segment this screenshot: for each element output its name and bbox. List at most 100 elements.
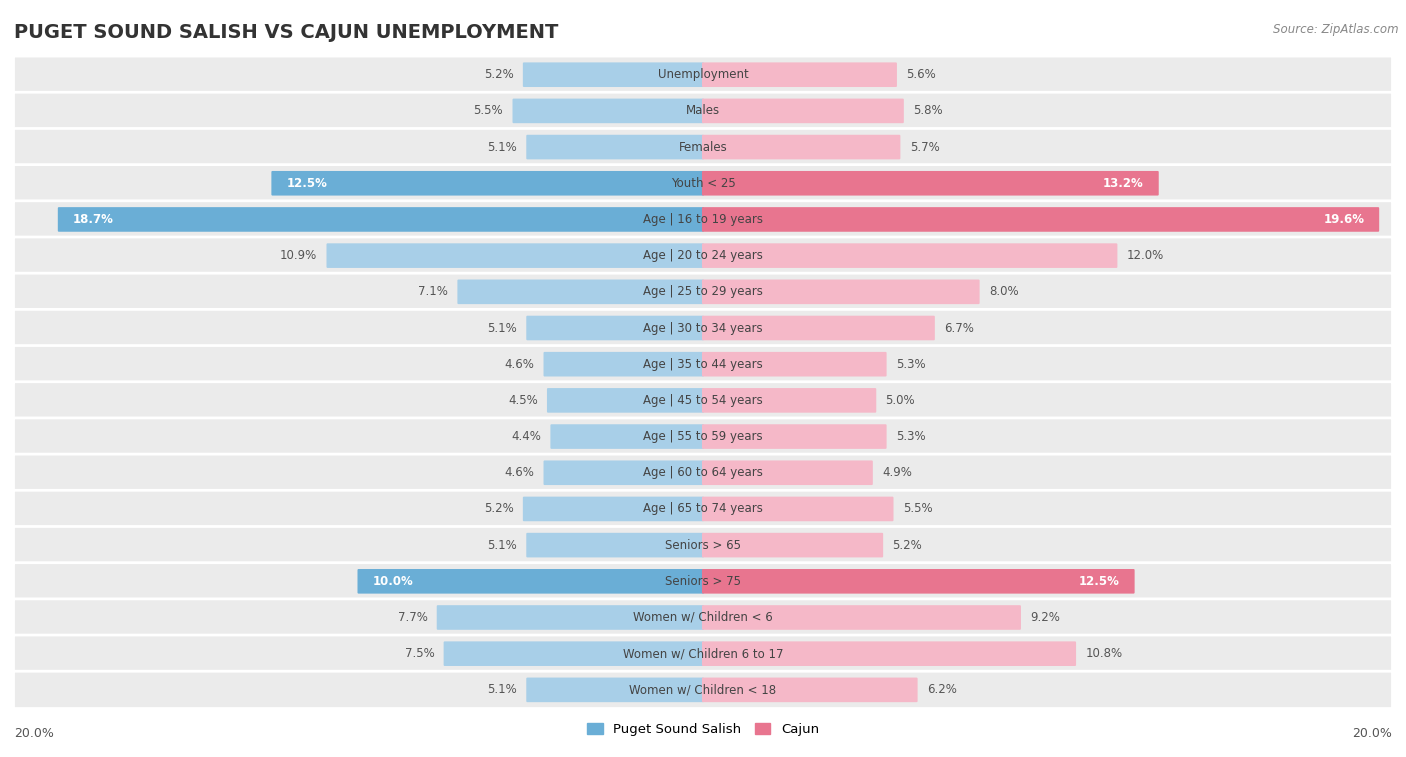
Text: 12.0%: 12.0% [1126,249,1164,262]
FancyBboxPatch shape [326,243,704,268]
Legend: Puget Sound Salish, Cajun: Puget Sound Salish, Cajun [582,718,824,741]
Text: 12.5%: 12.5% [1078,575,1119,587]
Text: 12.5%: 12.5% [287,177,328,190]
Text: 5.2%: 5.2% [484,68,513,81]
Text: 4.4%: 4.4% [512,430,541,443]
FancyBboxPatch shape [444,641,704,666]
Text: Males: Males [686,104,720,117]
FancyBboxPatch shape [14,671,1392,709]
FancyBboxPatch shape [702,279,980,304]
Text: 19.6%: 19.6% [1323,213,1364,226]
FancyBboxPatch shape [544,352,704,376]
Text: 4.6%: 4.6% [505,358,534,371]
Text: 5.5%: 5.5% [903,503,932,516]
FancyBboxPatch shape [526,533,704,557]
Text: 5.6%: 5.6% [907,68,936,81]
Text: Source: ZipAtlas.com: Source: ZipAtlas.com [1274,23,1399,36]
Text: Seniors > 75: Seniors > 75 [665,575,741,587]
Text: 13.2%: 13.2% [1104,177,1144,190]
Text: Unemployment: Unemployment [658,68,748,81]
FancyBboxPatch shape [702,424,887,449]
Text: 5.3%: 5.3% [896,430,925,443]
FancyBboxPatch shape [14,129,1392,166]
Text: 8.0%: 8.0% [988,285,1018,298]
FancyBboxPatch shape [526,316,704,341]
FancyBboxPatch shape [702,569,1135,593]
Text: 5.1%: 5.1% [488,322,517,335]
Text: PUGET SOUND SALISH VS CAJUN UNEMPLOYMENT: PUGET SOUND SALISH VS CAJUN UNEMPLOYMENT [14,23,558,42]
FancyBboxPatch shape [14,635,1392,672]
Text: Seniors > 65: Seniors > 65 [665,539,741,552]
FancyBboxPatch shape [14,310,1392,347]
Text: Age | 55 to 59 years: Age | 55 to 59 years [643,430,763,443]
FancyBboxPatch shape [14,345,1392,383]
Text: Age | 30 to 34 years: Age | 30 to 34 years [643,322,763,335]
Text: 5.1%: 5.1% [488,141,517,154]
FancyBboxPatch shape [544,460,704,485]
FancyBboxPatch shape [702,243,1118,268]
Text: 7.5%: 7.5% [405,647,434,660]
FancyBboxPatch shape [14,56,1392,93]
FancyBboxPatch shape [14,92,1392,129]
Text: 5.0%: 5.0% [886,394,915,407]
Text: Age | 45 to 54 years: Age | 45 to 54 years [643,394,763,407]
FancyBboxPatch shape [357,569,704,593]
Text: 5.2%: 5.2% [484,503,513,516]
FancyBboxPatch shape [14,526,1392,564]
FancyBboxPatch shape [702,171,1159,195]
FancyBboxPatch shape [14,273,1392,310]
Text: 20.0%: 20.0% [1353,727,1392,740]
Text: Age | 60 to 64 years: Age | 60 to 64 years [643,466,763,479]
Text: Women w/ Children < 6: Women w/ Children < 6 [633,611,773,624]
FancyBboxPatch shape [457,279,704,304]
FancyBboxPatch shape [523,62,704,87]
FancyBboxPatch shape [14,599,1392,636]
FancyBboxPatch shape [702,497,893,522]
FancyBboxPatch shape [702,316,935,341]
FancyBboxPatch shape [702,388,876,413]
FancyBboxPatch shape [271,171,704,195]
Text: Women w/ Children 6 to 17: Women w/ Children 6 to 17 [623,647,783,660]
Text: 7.7%: 7.7% [398,611,427,624]
FancyBboxPatch shape [550,424,704,449]
FancyBboxPatch shape [513,98,704,123]
Text: 5.2%: 5.2% [893,539,922,552]
Text: Age | 65 to 74 years: Age | 65 to 74 years [643,503,763,516]
Text: Age | 35 to 44 years: Age | 35 to 44 years [643,358,763,371]
Text: 5.5%: 5.5% [474,104,503,117]
FancyBboxPatch shape [526,135,704,160]
FancyBboxPatch shape [702,605,1021,630]
Text: 5.8%: 5.8% [912,104,943,117]
FancyBboxPatch shape [14,454,1392,491]
Text: Age | 16 to 19 years: Age | 16 to 19 years [643,213,763,226]
Text: 9.2%: 9.2% [1031,611,1060,624]
Text: 10.9%: 10.9% [280,249,318,262]
FancyBboxPatch shape [14,201,1392,238]
FancyBboxPatch shape [547,388,704,413]
FancyBboxPatch shape [702,207,1379,232]
Text: 10.8%: 10.8% [1085,647,1122,660]
FancyBboxPatch shape [523,497,704,522]
FancyBboxPatch shape [14,562,1392,600]
FancyBboxPatch shape [14,382,1392,419]
Text: 18.7%: 18.7% [73,213,114,226]
FancyBboxPatch shape [702,352,887,376]
FancyBboxPatch shape [702,678,918,702]
Text: 7.1%: 7.1% [418,285,449,298]
Text: Youth < 25: Youth < 25 [671,177,735,190]
FancyBboxPatch shape [14,491,1392,528]
FancyBboxPatch shape [526,678,704,702]
Text: Age | 20 to 24 years: Age | 20 to 24 years [643,249,763,262]
Text: 5.3%: 5.3% [896,358,925,371]
Text: 4.9%: 4.9% [882,466,912,479]
Text: 5.7%: 5.7% [910,141,939,154]
FancyBboxPatch shape [702,98,904,123]
Text: Women w/ Children < 18: Women w/ Children < 18 [630,684,776,696]
Text: Females: Females [679,141,727,154]
Text: 5.1%: 5.1% [488,684,517,696]
FancyBboxPatch shape [14,237,1392,274]
Text: 5.1%: 5.1% [488,539,517,552]
Text: 6.7%: 6.7% [945,322,974,335]
FancyBboxPatch shape [702,460,873,485]
Text: Age | 25 to 29 years: Age | 25 to 29 years [643,285,763,298]
